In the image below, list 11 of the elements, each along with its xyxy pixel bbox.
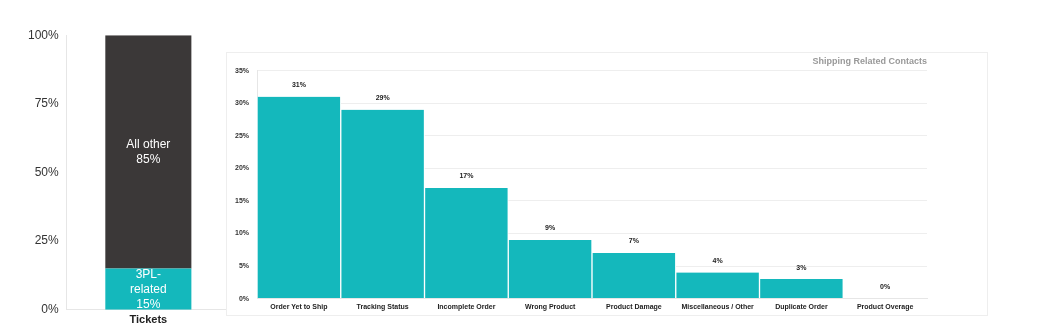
series-label: All other [126,136,171,151]
data-label: 15% [136,296,161,311]
x-tick-label: Tickets [129,313,168,326]
y-tick-label: 50% [34,164,60,179]
y-tick-label: 0% [41,302,60,317]
y-tick-label: 100% [27,27,60,42]
y-tick-label: 25% [34,233,60,248]
data-label: 85% [136,151,161,166]
y-tick-label: 75% [34,96,60,111]
series-label: 3PL-related [129,266,167,296]
chart-title: Shipping Related Contacts [812,55,927,66]
